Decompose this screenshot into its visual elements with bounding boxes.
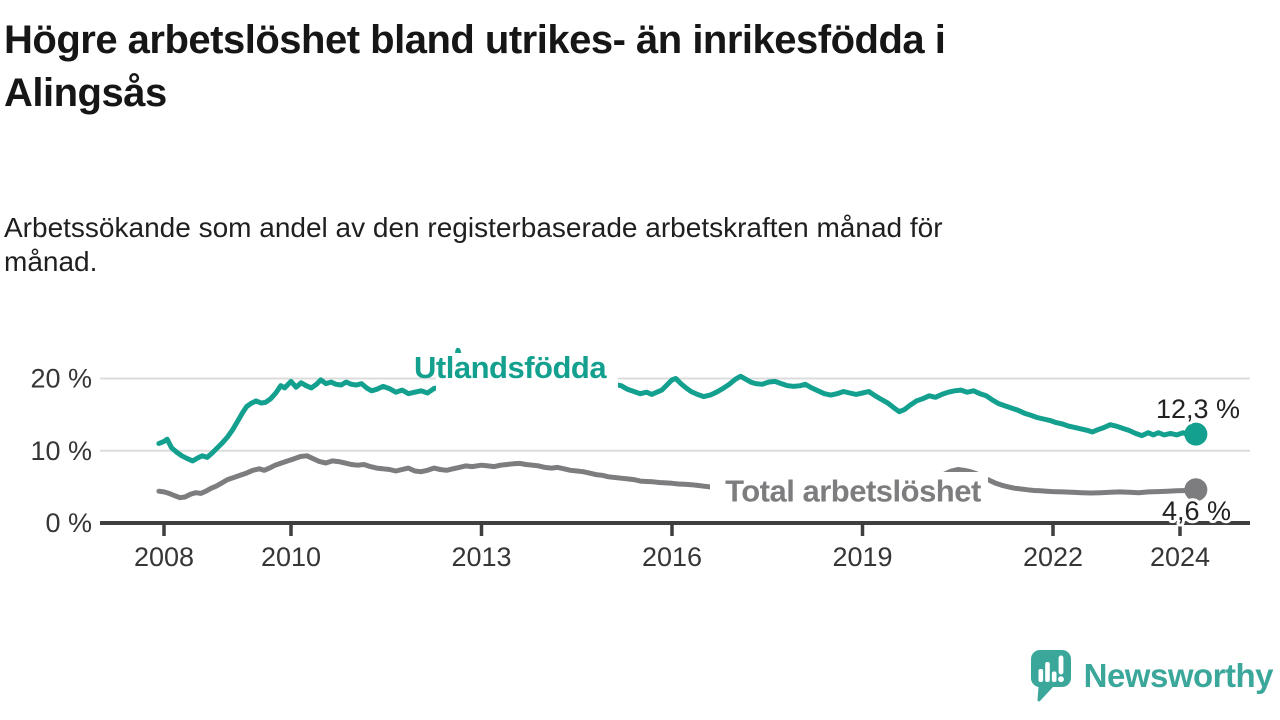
x-axis-label-2022: 2022 (1023, 542, 1083, 572)
x-axis-label-2016: 2016 (642, 542, 702, 572)
series-end-dot-utlandsfodda (1184, 422, 1208, 446)
y-axis-label-0: 0 % (45, 508, 92, 538)
y-axis-label-10: 10 % (30, 436, 92, 466)
y-axis-label-20: 20 % (30, 364, 92, 394)
x-axis-label-2024: 2024 (1150, 542, 1210, 572)
series-line-utlandsfodda (156, 347, 1199, 464)
page-title-line1: Högre arbetslöshet bland utrikes- än inr… (4, 18, 946, 62)
x-axis-label-2010: 2010 (261, 542, 321, 572)
chart-subtitle: Arbetssökande som andel av den registerb… (4, 211, 1224, 279)
x-axis-label-2019: 2019 (832, 542, 892, 572)
series-label-mask (436, 353, 618, 396)
page-title-line2: Alingsås (4, 71, 167, 115)
x-axis-label-2008: 2008 (134, 542, 194, 572)
end-value-label-utlandsfodda: 12,3 % (1156, 394, 1240, 424)
series-line-total (156, 453, 1199, 501)
series-end-dot-total (1184, 478, 1208, 502)
page-title: Högre arbetslöshet bland utrikes- än inr… (4, 14, 1264, 120)
newsworthy-brand-name: Newsworthy (1083, 657, 1274, 694)
chart-subtitle-line2: månad. (4, 246, 98, 277)
end-value-label-total: 4,6 % (1162, 496, 1231, 526)
newsworthy-logo: Newsworthy (1030, 650, 1274, 702)
x-axis-label-2013: 2013 (451, 542, 511, 572)
newsworthy-speech-bubble-chart-icon (1030, 650, 1071, 702)
series-label-utlandsfodda: Utlandsfödda (414, 350, 607, 385)
series-label-total: Total arbetslöshet (725, 473, 981, 508)
series-label-mask (710, 472, 988, 508)
chart-subtitle-line1: Arbetssökande som andel av den registerb… (4, 212, 943, 243)
